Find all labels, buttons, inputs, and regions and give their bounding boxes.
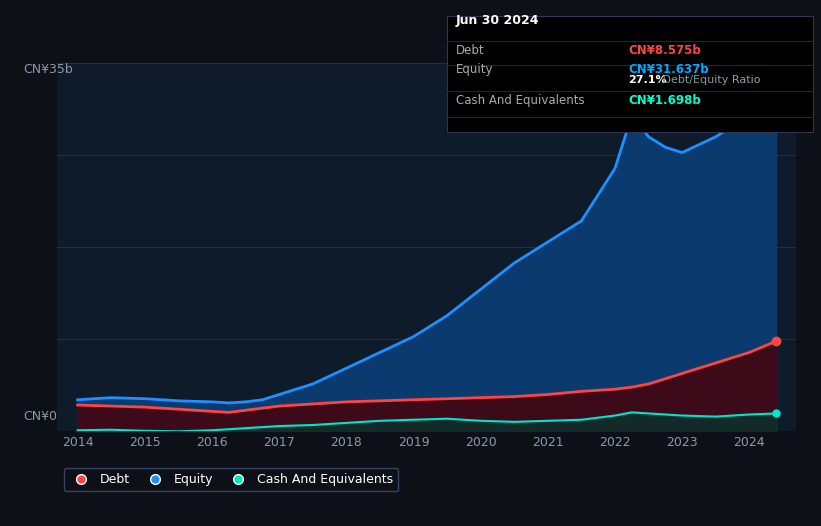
Text: CN¥8.575b: CN¥8.575b [628, 44, 701, 57]
Text: CN¥1.698b: CN¥1.698b [628, 94, 701, 107]
Legend: Debt, Equity, Cash And Equivalents: Debt, Equity, Cash And Equivalents [64, 468, 398, 491]
Text: Debt: Debt [456, 44, 484, 57]
Text: 27.1%: 27.1% [628, 75, 667, 85]
Text: CN¥31.637b: CN¥31.637b [628, 63, 709, 76]
Text: CN¥35b: CN¥35b [23, 63, 73, 76]
Text: Jun 30 2024: Jun 30 2024 [456, 14, 539, 27]
Text: Debt/Equity Ratio: Debt/Equity Ratio [659, 75, 761, 85]
Text: Cash And Equivalents: Cash And Equivalents [456, 94, 585, 107]
Text: CN¥0: CN¥0 [23, 410, 57, 423]
Text: Equity: Equity [456, 63, 493, 76]
